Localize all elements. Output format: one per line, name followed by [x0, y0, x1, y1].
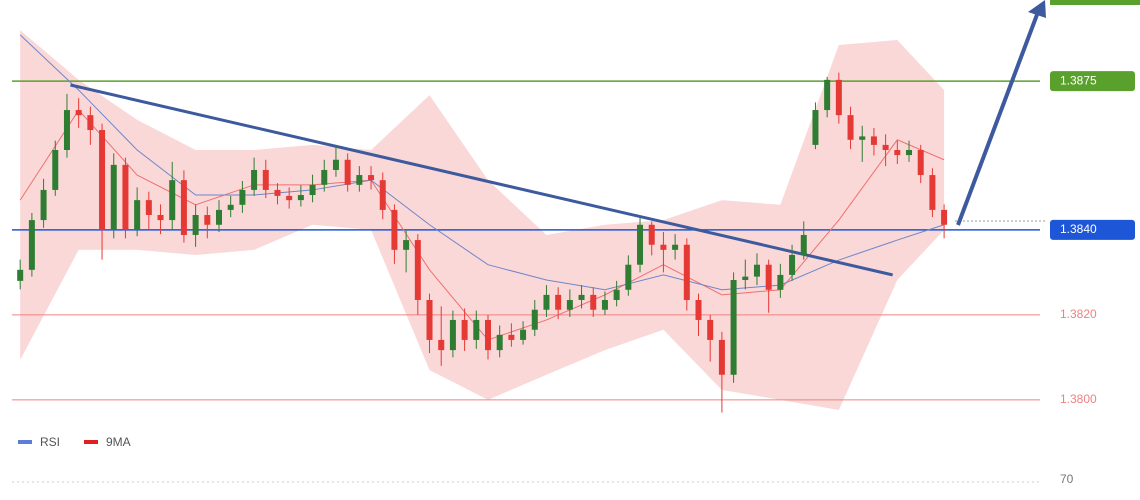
- target-box: [1050, 0, 1140, 5]
- legend-swatch: [18, 440, 32, 444]
- candle-body: [204, 215, 211, 225]
- candle-body: [590, 294, 597, 310]
- candle-body: [765, 264, 772, 290]
- candle-body: [847, 115, 854, 140]
- candle-body: [356, 175, 363, 185]
- candle-body: [718, 339, 725, 375]
- candle-body: [578, 294, 585, 300]
- legend-label: 9MA: [106, 435, 131, 449]
- rsi-tick-label: 70: [1060, 472, 1074, 486]
- candle-body: [321, 169, 328, 185]
- candle-body: [812, 110, 819, 145]
- level-label-box: [1050, 71, 1135, 92]
- candle-body: [227, 204, 234, 210]
- candle-body: [52, 149, 59, 190]
- candle-body: [368, 175, 375, 181]
- candle-body: [906, 149, 913, 156]
- candle-body: [28, 220, 35, 270]
- candle-body: [929, 175, 936, 210]
- candle-body: [601, 299, 608, 310]
- candle-body: [403, 240, 410, 250]
- candle-body: [251, 169, 258, 190]
- candle-body: [707, 319, 714, 340]
- forecast-arrow: [956, 11, 1040, 226]
- candle-body: [414, 240, 421, 300]
- candle-body: [484, 319, 491, 351]
- candle-body: [449, 319, 456, 351]
- candle-body: [894, 149, 901, 156]
- candle-body: [134, 200, 141, 230]
- candle-body: [297, 195, 304, 201]
- candle-body: [379, 180, 386, 210]
- candle-body: [789, 254, 796, 275]
- trendline: [70, 83, 893, 277]
- candle-body: [87, 115, 94, 131]
- candle-body: [157, 215, 164, 221]
- candle-body: [262, 169, 269, 190]
- candle-body: [391, 209, 398, 250]
- candle-body: [835, 79, 842, 116]
- y-tick-label: 1.3800: [1060, 392, 1097, 406]
- candle-body: [309, 184, 316, 196]
- candle-body: [941, 209, 948, 225]
- candle-body: [426, 299, 433, 340]
- candle-body: [332, 159, 339, 170]
- candle-body: [286, 195, 293, 201]
- candle-body: [859, 136, 866, 140]
- candle-body: [239, 189, 246, 205]
- candle-body: [145, 200, 152, 215]
- candle-body: [508, 334, 515, 340]
- y-tick-label: 1.3820: [1060, 307, 1097, 321]
- candle-body: [882, 144, 889, 150]
- candle-body: [660, 244, 667, 250]
- y-tick-label: 1.3840: [1060, 222, 1097, 236]
- candle-body: [40, 189, 47, 221]
- candle-body: [110, 164, 117, 230]
- candle-body: [742, 276, 749, 281]
- candle-body: [555, 294, 562, 310]
- candle-body: [753, 264, 760, 277]
- candle-body: [169, 180, 176, 221]
- candle-body: [543, 294, 550, 310]
- candle-body: [917, 149, 924, 176]
- candle-body: [63, 110, 70, 150]
- candle-body: [473, 319, 480, 340]
- candle-body: [274, 189, 281, 196]
- candle-body: [180, 180, 187, 235]
- candle-body: [520, 329, 527, 340]
- candle-body: [531, 309, 538, 330]
- candle-body: [695, 299, 702, 320]
- legend-label: RSI: [40, 435, 60, 449]
- candle-body: [438, 339, 445, 351]
- candle-body: [461, 319, 468, 340]
- candle-body: [613, 289, 620, 300]
- candle-body: [683, 244, 690, 300]
- level-label-box: [1050, 219, 1135, 240]
- candle-body: [777, 274, 784, 290]
- candle-body: [648, 224, 655, 245]
- candle-body: [824, 79, 831, 111]
- candle-body: [625, 264, 632, 290]
- candle-body: [496, 334, 503, 351]
- moving-average: [19, 34, 945, 291]
- candle-body: [870, 136, 877, 145]
- y-tick-label: 1.3875: [1060, 73, 1097, 87]
- candle-body: [122, 164, 129, 230]
- legend-swatch: [84, 440, 98, 444]
- candle-body: [75, 110, 82, 116]
- forecast-arrowhead: [1028, 0, 1046, 18]
- candle-body: [216, 209, 223, 225]
- candle-body: [99, 130, 106, 230]
- candle-body: [192, 215, 199, 235]
- candle-body: [344, 159, 351, 185]
- candle-body: [672, 244, 679, 250]
- candle-body: [730, 280, 737, 375]
- candle-body: [637, 224, 644, 265]
- candle-body: [17, 269, 24, 281]
- candle-body: [800, 234, 807, 255]
- candle-body: [566, 299, 573, 310]
